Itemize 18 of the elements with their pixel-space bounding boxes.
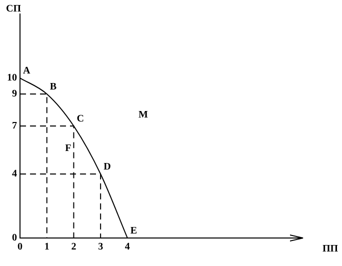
y-tick-label: 4 — [12, 168, 17, 180]
x-tick-label: 4 — [124, 242, 130, 253]
x-tick-label: 2 — [71, 242, 76, 253]
y-tick-label: 10 — [7, 72, 17, 84]
annotation: D — [104, 162, 111, 173]
x-tick-label: 3 — [98, 242, 104, 253]
y-tick-label: 7 — [12, 120, 17, 132]
y-tick-label: 9 — [12, 88, 17, 100]
annotation: B — [50, 82, 57, 93]
annotation: C — [76, 114, 84, 125]
annotation: F — [65, 142, 72, 154]
y-tick-label: 0 — [12, 232, 17, 244]
annotation: M — [138, 109, 148, 120]
y-axis-title: СП — [6, 4, 22, 15]
x-tick-label: 1 — [44, 242, 50, 253]
annotation: E — [130, 226, 138, 237]
annotation: A — [23, 66, 31, 77]
x-axis-title: ПП — [322, 244, 338, 255]
